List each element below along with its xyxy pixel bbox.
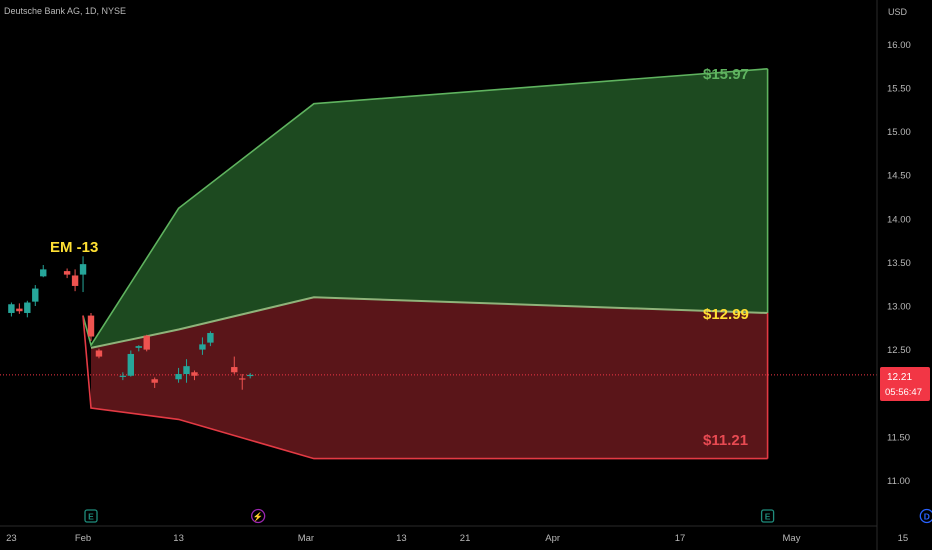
candle-body bbox=[183, 366, 190, 375]
current-price-value: 12.21 bbox=[887, 372, 912, 383]
price-axis[interactable]: USD 16.00 15.50 15.00 14.50 14.00 13.50 13.00 1… bbox=[876, 0, 911, 550]
x-tick-label: 17 bbox=[675, 533, 686, 544]
candle-body bbox=[239, 378, 246, 380]
y-tick-label: 16.00 bbox=[887, 40, 911, 51]
time-axis[interactable]: 23 Feb 13 Mar 13 21 Apr 17 May 15 bbox=[0, 525, 909, 544]
candle-body bbox=[63, 271, 71, 275]
x-tick-label: May bbox=[783, 533, 801, 544]
x-tick-label: 15 bbox=[898, 533, 909, 544]
candle-body bbox=[199, 344, 206, 350]
candle-body bbox=[79, 264, 87, 275]
upper-zone-area bbox=[91, 68, 768, 348]
y-tick-label: 13.50 bbox=[887, 258, 911, 269]
event-markers[interactable]: E ⚡ E D bbox=[84, 508, 932, 524]
x-tick-label: Apr bbox=[545, 533, 560, 544]
em-label: EM -13 bbox=[50, 239, 98, 256]
y-tick-label: 14.50 bbox=[887, 171, 911, 182]
lower-zone-boundary bbox=[82, 315, 768, 460]
x-tick-label: 13 bbox=[173, 533, 184, 544]
candle-body bbox=[207, 333, 214, 343]
candle-body bbox=[135, 346, 142, 348]
earnings-marker-icon bbox=[760, 509, 775, 523]
lower-zone-area bbox=[91, 297, 768, 459]
candle-body bbox=[231, 367, 238, 373]
current-price-badge: 12.21 05:56:47 bbox=[880, 367, 930, 401]
y-tick-label: 14.00 bbox=[887, 214, 911, 225]
candle-body bbox=[151, 379, 158, 383]
candle-body bbox=[87, 315, 95, 337]
y-tick-label: 15.50 bbox=[887, 84, 911, 95]
middle-line bbox=[90, 296, 768, 349]
expected-move-zones bbox=[82, 68, 769, 460]
candle-body bbox=[8, 304, 15, 313]
candle-body bbox=[71, 275, 79, 286]
candlestick-series bbox=[8, 256, 254, 390]
candle-body bbox=[143, 335, 150, 350]
earnings-marker-icon bbox=[84, 509, 98, 523]
candle-body bbox=[16, 308, 23, 312]
y-tick-label: 12.50 bbox=[887, 345, 911, 356]
candle-body bbox=[24, 302, 31, 313]
event-letter: ⚡ bbox=[253, 511, 264, 522]
x-tick-label: 21 bbox=[460, 533, 471, 544]
upper-target-label: $15.97 bbox=[703, 66, 749, 83]
lower-target-label: $11.21 bbox=[703, 432, 748, 449]
candle-body bbox=[40, 269, 47, 277]
split-marker-icon bbox=[251, 508, 266, 524]
y-tick-label: 11.50 bbox=[887, 432, 910, 443]
candle-body bbox=[95, 350, 103, 357]
candle-body bbox=[32, 288, 39, 302]
y-tick-label: 15.00 bbox=[887, 127, 911, 138]
candle-body bbox=[247, 374, 254, 377]
dividend-marker-icon bbox=[919, 508, 932, 524]
x-tick-label: 13 bbox=[396, 533, 407, 544]
x-tick-label: Feb bbox=[75, 533, 91, 544]
x-tick-label: 23 bbox=[6, 533, 17, 544]
y-tick-label: 13.00 bbox=[887, 302, 911, 313]
event-letter: D bbox=[924, 511, 930, 521]
x-tick-label: Mar bbox=[298, 533, 314, 544]
candle-body bbox=[127, 353, 134, 376]
chart-title: Deutsche Bank AG, 1D, NYSE bbox=[4, 6, 127, 16]
currency-label: USD bbox=[888, 7, 908, 17]
target-labels: EM -13 $15.97 $12.99 $11.21 bbox=[50, 66, 749, 449]
event-letter: E bbox=[765, 511, 771, 521]
candle-body bbox=[175, 374, 182, 380]
countdown-timer: 05:56:47 bbox=[885, 387, 922, 398]
mid-target-label: $12.99 bbox=[703, 306, 749, 323]
event-letter: E bbox=[88, 511, 94, 521]
candle-body bbox=[191, 372, 198, 376]
y-tick-label: 11.00 bbox=[887, 476, 910, 487]
candle-body bbox=[119, 375, 127, 377]
